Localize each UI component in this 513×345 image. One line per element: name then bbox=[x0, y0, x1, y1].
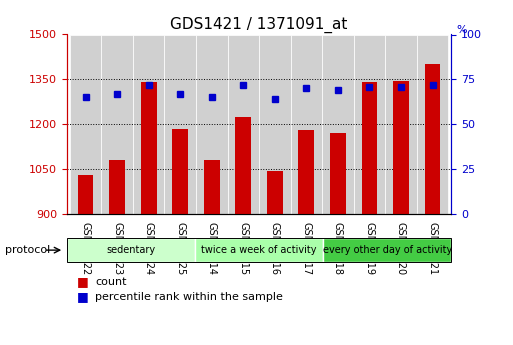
FancyBboxPatch shape bbox=[70, 34, 102, 214]
Title: GDS1421 / 1371091_at: GDS1421 / 1371091_at bbox=[170, 17, 348, 33]
FancyBboxPatch shape bbox=[385, 34, 417, 214]
Bar bbox=[172, 129, 188, 214]
Bar bbox=[141, 82, 156, 214]
Bar bbox=[425, 65, 440, 214]
Text: %: % bbox=[457, 25, 467, 35]
Text: ■: ■ bbox=[77, 275, 89, 288]
Bar bbox=[299, 130, 314, 214]
Text: protocol: protocol bbox=[5, 245, 50, 255]
Bar bbox=[267, 170, 283, 214]
Bar bbox=[362, 82, 378, 214]
FancyBboxPatch shape bbox=[290, 34, 322, 214]
FancyBboxPatch shape bbox=[322, 34, 353, 214]
Bar bbox=[78, 175, 93, 214]
Text: count: count bbox=[95, 277, 126, 287]
Bar bbox=[330, 133, 346, 214]
Bar bbox=[204, 160, 220, 214]
Text: twice a week of activity: twice a week of activity bbox=[201, 245, 317, 255]
FancyBboxPatch shape bbox=[196, 34, 228, 214]
Text: every other day of activity: every other day of activity bbox=[323, 245, 452, 255]
FancyBboxPatch shape bbox=[102, 34, 133, 214]
FancyBboxPatch shape bbox=[259, 34, 290, 214]
Text: ■: ■ bbox=[77, 290, 89, 303]
Bar bbox=[109, 160, 125, 214]
Bar bbox=[235, 117, 251, 214]
FancyBboxPatch shape bbox=[353, 34, 385, 214]
Bar bbox=[393, 81, 409, 214]
FancyBboxPatch shape bbox=[133, 34, 165, 214]
Text: sedentary: sedentary bbox=[106, 245, 155, 255]
Text: percentile rank within the sample: percentile rank within the sample bbox=[95, 292, 283, 302]
FancyBboxPatch shape bbox=[417, 34, 448, 214]
FancyBboxPatch shape bbox=[165, 34, 196, 214]
FancyBboxPatch shape bbox=[228, 34, 259, 214]
